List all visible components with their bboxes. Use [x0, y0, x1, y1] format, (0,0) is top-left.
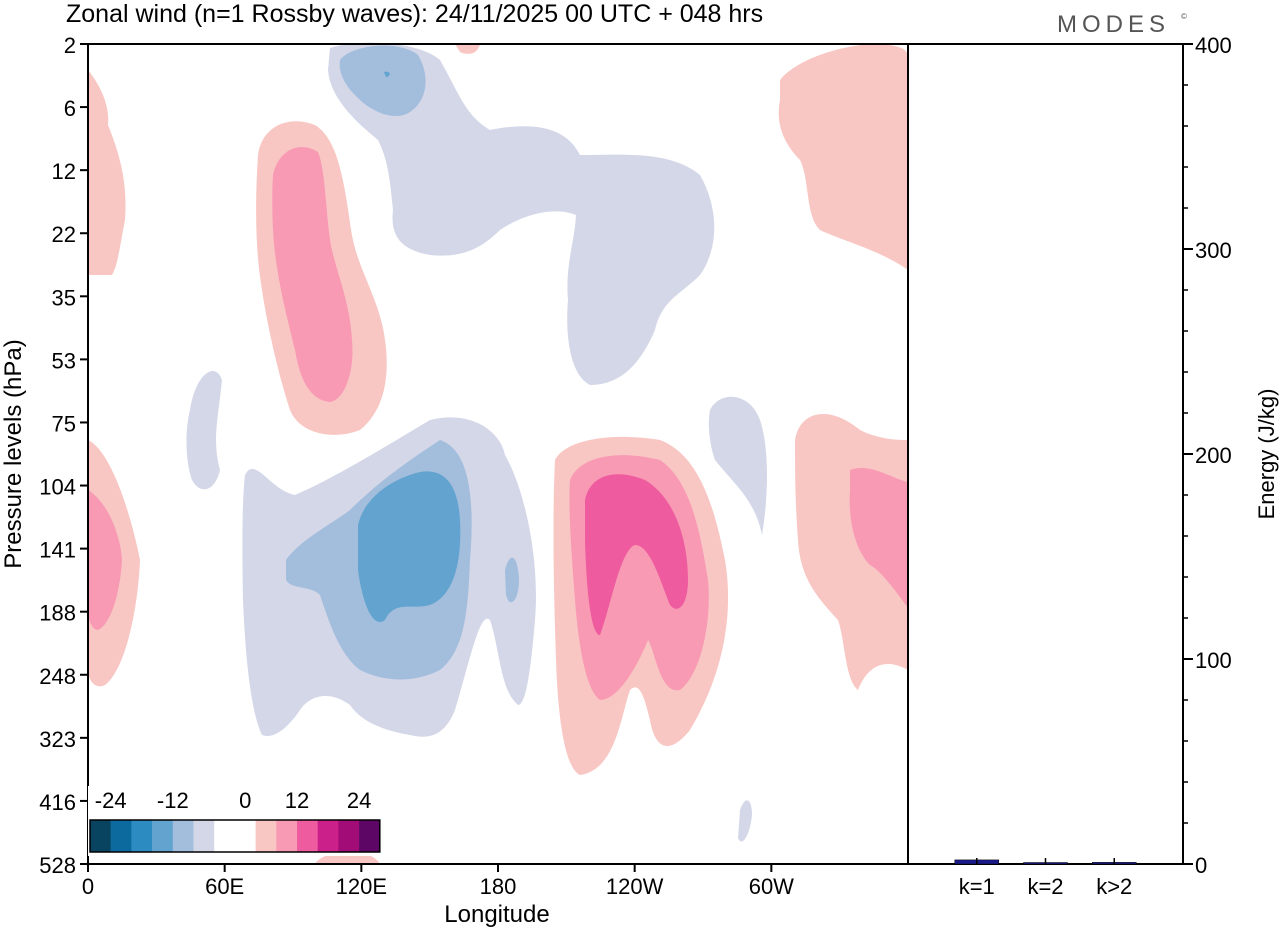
contour-right-neg: [708, 396, 767, 535]
colorbar: [88, 786, 382, 856]
pressure-tick-label: 6: [64, 96, 76, 121]
colorbar-cell: [90, 820, 111, 852]
pressure-tick-label: 22: [52, 222, 76, 247]
longitude-tick-label: 180: [480, 874, 517, 899]
contour-left-neg: [186, 371, 222, 490]
brand-mark: ©: [1181, 12, 1187, 21]
longitude-tick-label: 120E: [336, 874, 387, 899]
longitude-tick-label: 120W: [606, 874, 664, 899]
energy-axis-title: Energy (J/kg): [1254, 389, 1279, 520]
y-axis-title: Pressure levels (hPa): [0, 339, 27, 568]
energy-tick-label: 100: [1195, 648, 1232, 673]
colorbar-outline: [89, 819, 381, 853]
colorbar-cell: [172, 820, 194, 852]
colorbar-cell: [255, 820, 277, 852]
pressure-tick-label: 12: [52, 159, 76, 184]
energy-tick-label: 0: [1195, 853, 1207, 878]
colorbar-cell: [131, 820, 153, 852]
contour-upper-pos-core: [272, 146, 353, 402]
contour-lower-neg-core: [358, 471, 461, 622]
pressure-tick-label: 53: [52, 348, 76, 373]
colorbar-cell: [234, 820, 256, 852]
colorbar-label: -24: [95, 788, 127, 813]
pressure-tick-label: 75: [52, 411, 76, 436]
contour-fields: [88, 42, 908, 864]
longitude-axis: 0 60E 120E 180 120W 60W: [82, 864, 794, 899]
pressure-tick-label: 323: [39, 727, 76, 752]
contour-right-upper-pos: [778, 44, 908, 270]
energy-bar-labels: k=1 k=2 k>2: [959, 858, 1132, 899]
pressure-tick-label: 416: [39, 790, 76, 815]
colorbar-label: 12: [285, 788, 309, 813]
colorbar-cell: [214, 820, 236, 852]
colorbar-cell: [297, 820, 318, 852]
colorbar-cell: [152, 820, 174, 852]
contour-upper-neg-core: [339, 45, 426, 116]
brand-logo: MODES: [1057, 11, 1170, 38]
energy-axis: 0 100 200 300 400: [1183, 33, 1232, 878]
pressure-tick-label: 104: [39, 475, 76, 500]
x-axis-title: Longitude: [444, 901, 549, 928]
contour-upper-neg-min: [384, 71, 390, 77]
pressure-tick-label: 188: [39, 601, 76, 626]
energy-bar-label: k=2: [1027, 874, 1063, 899]
longitude-tick-label: 60W: [749, 874, 794, 899]
contour-lower-pos-core: [585, 474, 688, 635]
pressure-tick-label: 2: [64, 33, 76, 58]
colorbar-cell: [110, 820, 132, 852]
contour-left-upper-pos: [88, 70, 126, 275]
energy-bar-label: k=1: [959, 874, 995, 899]
colorbar-cell: [193, 820, 215, 852]
energy-bar-label: k>2: [1096, 874, 1132, 899]
contour-upper-neg: [328, 42, 715, 386]
longitude-tick-label: 0: [82, 874, 94, 899]
colorbar-label: 0: [239, 788, 251, 813]
energy-tick-label: 300: [1195, 238, 1232, 263]
pressure-tick-label: 141: [39, 538, 76, 563]
colorbar-labels: -24 -12 0 12 24: [95, 788, 372, 813]
colorbar-cell: [276, 820, 298, 852]
energy-tick-label: 200: [1195, 443, 1232, 468]
colorbar-label: 24: [347, 788, 371, 813]
pressure-tick-label: 248: [39, 664, 76, 689]
colorbar-cell: [317, 820, 339, 852]
energy-tick-label: 400: [1195, 33, 1232, 58]
pressure-tick-label: 35: [52, 285, 76, 310]
contour-top-pos: [455, 44, 480, 54]
colorbar-cell: [338, 820, 360, 852]
chart-title: Zonal wind (n=1 Rossby waves): 24/11/202…: [66, 0, 763, 28]
contour-left-lower-pos-core: [88, 490, 122, 630]
colorbar-cell: [359, 820, 381, 852]
contour-right-lower-pos-core: [849, 467, 908, 608]
contour-bottom-neg: [738, 800, 752, 842]
energy-frame: [907, 43, 1184, 865]
pressure-tick-label: 528: [39, 853, 76, 878]
colorbar-label: -12: [157, 788, 189, 813]
pressure-axis: 2 6 12 22 35 53 75 104 141 188 248 323 416 528: [39, 33, 88, 878]
longitude-tick-label: 60E: [205, 874, 244, 899]
contour-small-neg: [505, 557, 519, 603]
